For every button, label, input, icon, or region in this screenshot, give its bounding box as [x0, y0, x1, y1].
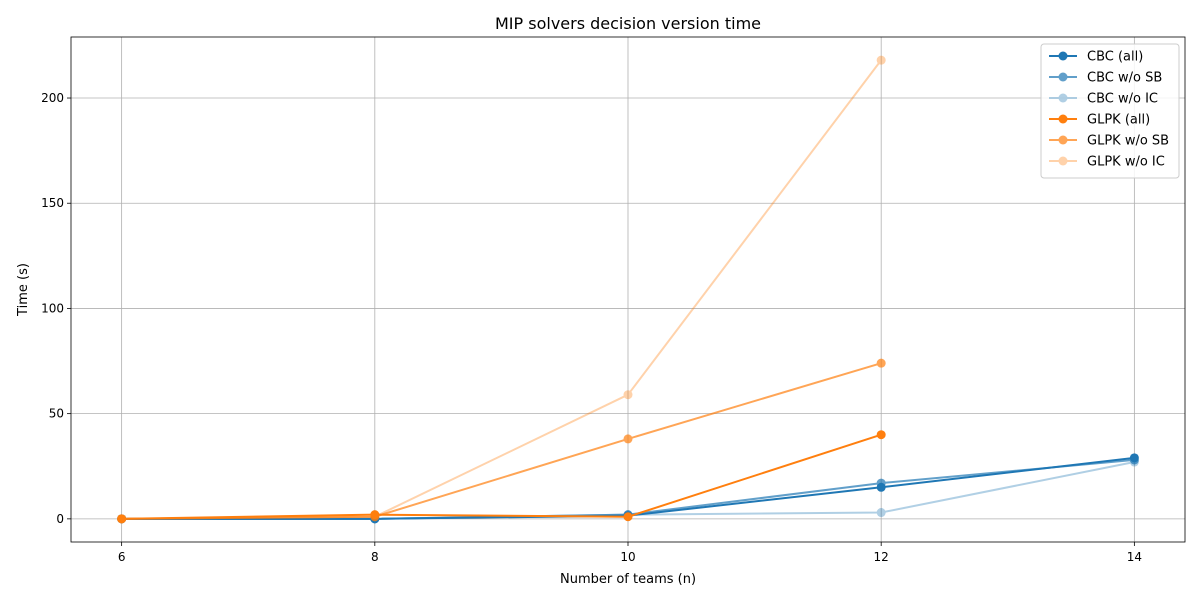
- y-tick-label: 100: [41, 301, 64, 315]
- chart-title: MIP solvers decision version time: [495, 14, 761, 33]
- legend-marker: [1058, 114, 1068, 124]
- legend-swatch: [1049, 51, 1077, 61]
- legend-marker: [1058, 93, 1068, 103]
- x-tick-label: 14: [1127, 550, 1142, 564]
- data-point: [623, 512, 633, 522]
- data-point: [623, 434, 633, 444]
- x-tick-label: 12: [874, 550, 889, 564]
- data-point: [1129, 457, 1139, 467]
- y-tick-label: 0: [56, 512, 64, 526]
- data-point: [370, 512, 380, 522]
- legend-marker: [1058, 72, 1068, 82]
- data-point: [623, 390, 633, 400]
- legend-marker: [1058, 135, 1068, 145]
- y-tick-label: 50: [49, 407, 64, 421]
- legend-marker: [1058, 156, 1068, 166]
- legend-swatch: [1049, 93, 1077, 103]
- data-point: [370, 512, 380, 522]
- legend-label: GLPK (all): [1087, 113, 1150, 128]
- data-point: [876, 478, 886, 488]
- ticks: 6 8 10 12 14 0 50 100 150 200: [41, 91, 1142, 564]
- data-point: [117, 514, 127, 524]
- data-point: [1129, 455, 1139, 465]
- x-tick-label: 10: [620, 550, 635, 564]
- legend-swatch: [1049, 135, 1077, 145]
- legend-label: CBC w/o IC: [1087, 92, 1158, 107]
- legend-label: GLPK w/o SB: [1087, 134, 1169, 149]
- legend-swatch: [1049, 114, 1077, 124]
- data-point: [117, 514, 127, 524]
- series-glpk-w-o-ic: [117, 55, 886, 524]
- x-axis-label: Number of teams (n): [560, 572, 696, 587]
- legend-marker: [1058, 51, 1068, 61]
- series-line: [121, 59, 882, 520]
- data-point: [876, 430, 886, 440]
- y-axis-label: Time (s): [16, 263, 31, 317]
- x-tick-label: 6: [118, 550, 126, 564]
- legend-label: CBC (all): [1087, 50, 1143, 65]
- legend: CBC (all) CBC w/o SB CBC w/o IC GLPK (all) G…: [1040, 43, 1180, 179]
- y-tick-label: 150: [41, 196, 64, 210]
- x-tick-label: 8: [371, 550, 379, 564]
- data-point: [876, 358, 886, 368]
- data-point: [876, 508, 886, 518]
- series-line: [121, 362, 882, 520]
- legend-label: GLPK w/o IC: [1087, 155, 1165, 170]
- series-line: [121, 433, 882, 520]
- series-glpk-w-o-sb: [117, 358, 886, 524]
- y-tick-label: 200: [41, 91, 64, 105]
- data-point: [876, 55, 886, 65]
- series-layer: [117, 55, 1139, 524]
- legend-label: CBC w/o SB: [1087, 71, 1162, 86]
- legend-swatch: [1049, 156, 1077, 166]
- legend-swatch: [1049, 72, 1077, 82]
